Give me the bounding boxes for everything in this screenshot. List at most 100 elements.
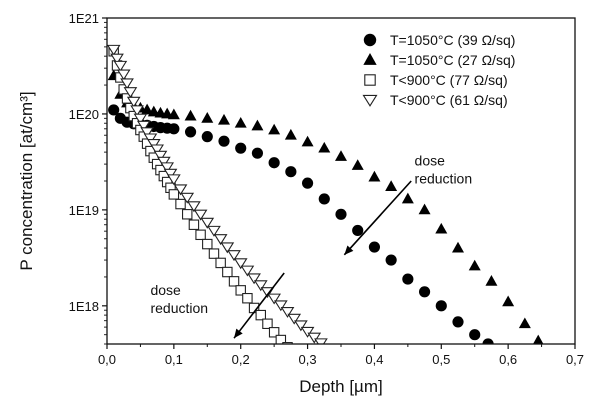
data-point <box>108 104 120 116</box>
data-point <box>146 139 161 150</box>
data-point <box>273 300 288 312</box>
x-axis: 0,0 0,1 0,2 0,3 0,4 0,5 0,6 0,7 <box>98 344 584 367</box>
data-point <box>284 128 297 140</box>
arrow-head <box>234 328 243 339</box>
arrow-line <box>233 272 285 339</box>
data-point <box>268 123 281 135</box>
data-point <box>167 174 181 186</box>
data-point <box>253 280 268 292</box>
y-axis: 1E18 1E19 1E20 1E21 <box>69 11 107 345</box>
data-point <box>180 192 195 204</box>
data-point <box>200 217 215 229</box>
data-point <box>234 116 247 128</box>
data-point <box>485 275 498 286</box>
data-marks <box>107 44 544 359</box>
data-point <box>320 343 335 344</box>
legend-marker <box>364 74 376 86</box>
data-point <box>533 334 544 344</box>
data-point <box>468 259 481 271</box>
data-point <box>160 162 175 174</box>
data-point <box>290 350 299 359</box>
data-point <box>418 203 431 215</box>
data-point <box>163 168 178 180</box>
data-point <box>287 313 302 325</box>
legend-label: T<900°C (77 Ω/sq) <box>390 72 508 88</box>
data-point <box>150 144 164 156</box>
data-point <box>167 108 180 120</box>
data-point <box>502 295 515 307</box>
data-point <box>208 248 220 259</box>
data-point <box>301 135 314 147</box>
data-point <box>251 147 264 159</box>
annotation-text: dose <box>150 282 181 298</box>
data-point <box>368 241 381 253</box>
data-point <box>168 189 180 200</box>
x-tick-label: 0,5 <box>432 352 450 367</box>
data-point <box>143 133 158 145</box>
legend-label: T=1050°C (39 Ω/sq) <box>390 32 515 48</box>
data-point <box>184 126 197 138</box>
data-point <box>385 254 397 266</box>
data-point <box>193 209 208 221</box>
data-point <box>435 222 448 234</box>
x-axis-title: Depth [µm] <box>299 377 383 396</box>
legend-item: T<900°C (61 Ω/sq) <box>362 92 508 108</box>
data-point <box>307 332 322 344</box>
data-point <box>213 234 228 246</box>
annotation-text: reduction <box>415 171 473 187</box>
legend: T=1050°C (39 Ω/sq) T=1050°C (27 Ω/sq) T<90… <box>362 32 515 108</box>
data-point <box>300 326 315 338</box>
legend-item: T=1050°C (27 Ω/sq) <box>363 52 515 68</box>
data-point <box>275 334 287 344</box>
data-point <box>368 170 381 182</box>
legend-marker <box>363 33 377 47</box>
data-point <box>207 225 221 237</box>
data-point <box>215 257 226 269</box>
data-point <box>268 327 280 338</box>
legend-item: T<900°C (77 Ω/sq) <box>364 72 508 88</box>
data-point <box>280 306 295 318</box>
data-point <box>435 300 447 312</box>
data-point <box>401 192 414 204</box>
x-tick-label: 0,0 <box>98 352 116 367</box>
y-axis-title: P concentration [at/cm³] <box>17 91 36 270</box>
data-point <box>156 156 171 168</box>
legend-marker <box>363 53 377 65</box>
x-tick-label: 0,3 <box>299 352 317 367</box>
data-point <box>235 285 246 296</box>
y-tick-label: 1E20 <box>69 107 99 122</box>
data-point <box>187 201 201 213</box>
data-point <box>175 198 186 210</box>
data-point <box>116 69 131 81</box>
data-point <box>335 208 347 220</box>
data-point <box>268 157 280 169</box>
data-point <box>251 119 264 131</box>
data-point <box>518 317 531 329</box>
data-point <box>220 242 235 254</box>
annotations: dose reduction dose reduction <box>150 153 472 339</box>
y-tick-label: 1E19 <box>69 203 99 218</box>
data-point <box>228 276 240 287</box>
data-point <box>140 127 154 139</box>
data-point <box>201 131 213 143</box>
data-point <box>452 316 464 328</box>
data-point <box>123 87 138 99</box>
data-point <box>126 96 141 108</box>
annotation-1: dose reduction <box>343 153 473 256</box>
data-point <box>469 329 481 341</box>
data-point <box>282 342 293 344</box>
data-point <box>202 238 213 250</box>
data-point <box>113 60 128 72</box>
data-point <box>335 150 347 161</box>
data-point <box>452 241 464 253</box>
data-point <box>418 286 431 298</box>
y-tick-label: 1E21 <box>69 11 99 26</box>
data-point <box>240 265 255 277</box>
data-point <box>110 53 124 65</box>
series-3 <box>108 46 299 359</box>
x-tick-label: 0,7 <box>566 352 584 367</box>
data-point <box>285 166 297 178</box>
data-point <box>385 180 398 191</box>
data-point <box>233 258 248 270</box>
